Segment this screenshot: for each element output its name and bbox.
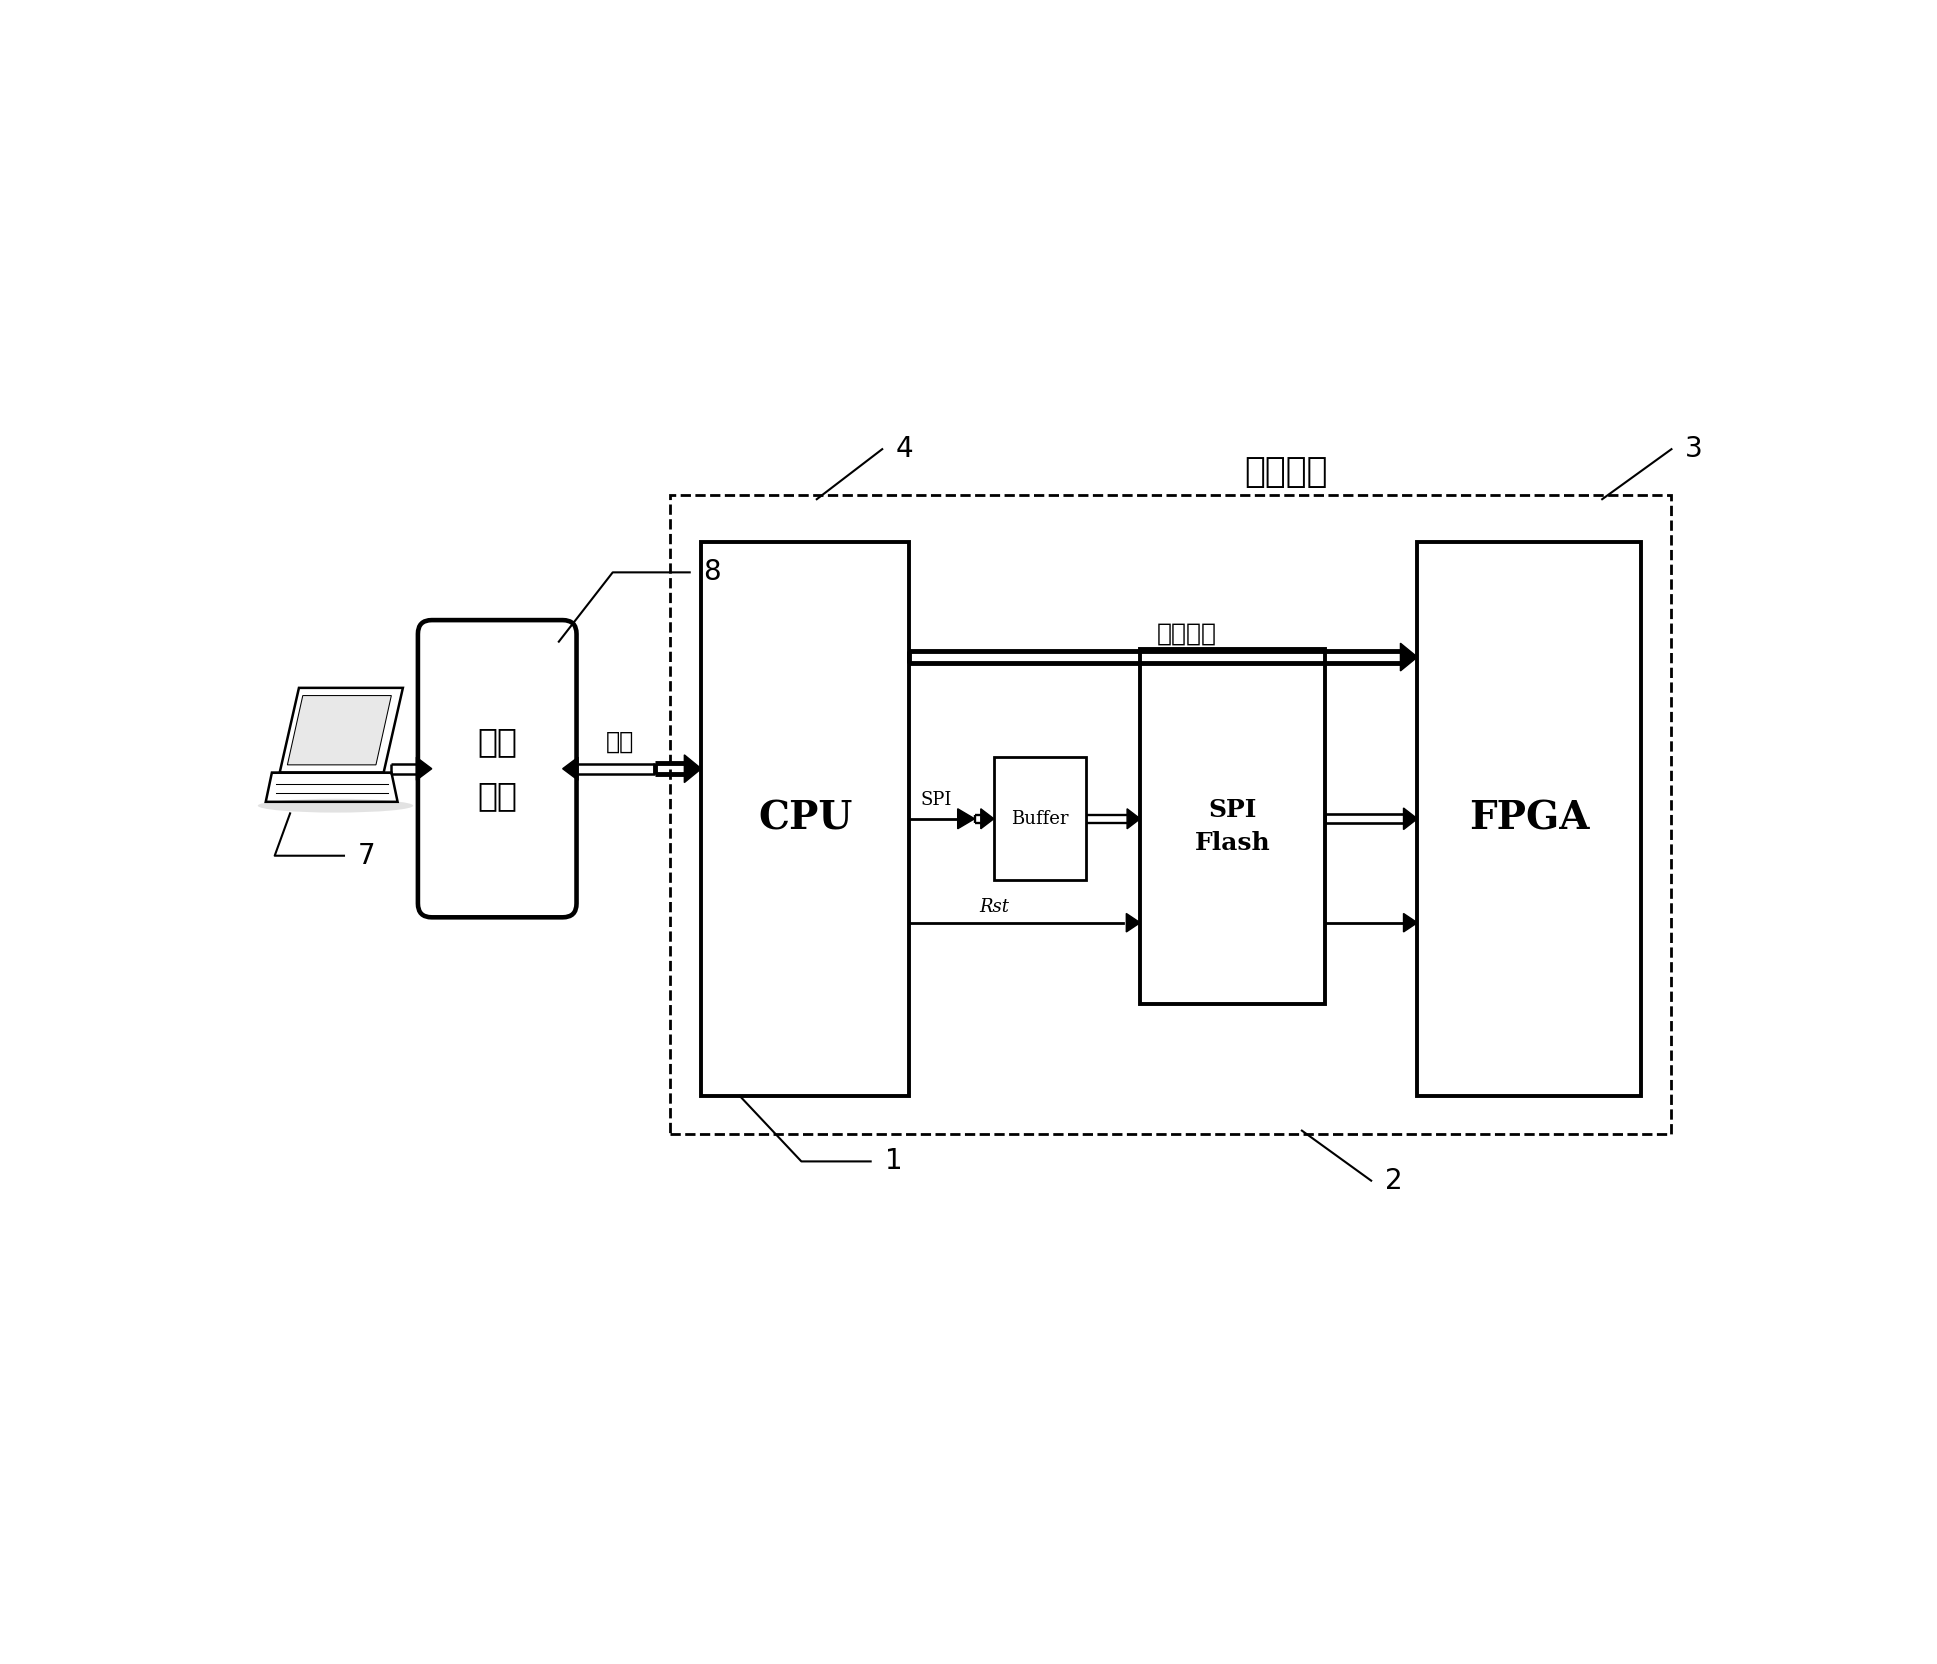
Polygon shape (1400, 644, 1418, 671)
Text: SPI
Flash: SPI Flash (1195, 797, 1271, 855)
Polygon shape (287, 696, 391, 765)
Polygon shape (1125, 914, 1141, 932)
Bar (670, 496, 1672, 1135)
Text: 内部系统: 内部系统 (1245, 456, 1329, 489)
Ellipse shape (258, 799, 413, 812)
Text: CPU: CPU (757, 800, 852, 837)
Polygon shape (416, 757, 432, 780)
Bar (1141, 649, 1325, 1003)
Text: 接口: 接口 (606, 730, 635, 754)
Polygon shape (1127, 809, 1141, 829)
Text: 1: 1 (885, 1148, 903, 1175)
Text: 控制信号: 控制信号 (1156, 622, 1216, 646)
Bar (1418, 541, 1641, 1097)
Text: 8: 8 (703, 559, 721, 586)
Polygon shape (1404, 914, 1418, 932)
Polygon shape (562, 757, 577, 780)
Text: SPI: SPI (920, 790, 951, 809)
Polygon shape (684, 755, 701, 782)
Text: 3: 3 (1685, 436, 1703, 463)
Text: 4: 4 (897, 436, 914, 463)
Bar (994, 757, 1087, 880)
Bar (701, 541, 908, 1097)
Polygon shape (1404, 809, 1418, 830)
Text: Buffer: Buffer (1011, 810, 1069, 827)
Text: FPGA: FPGA (1468, 800, 1588, 837)
Polygon shape (957, 809, 974, 829)
Text: 7: 7 (358, 842, 376, 870)
Polygon shape (980, 809, 994, 829)
Text: 2: 2 (1385, 1166, 1402, 1195)
Text: 通讯
接口: 通讯 接口 (477, 726, 517, 812)
Text: Rst: Rst (978, 899, 1009, 917)
